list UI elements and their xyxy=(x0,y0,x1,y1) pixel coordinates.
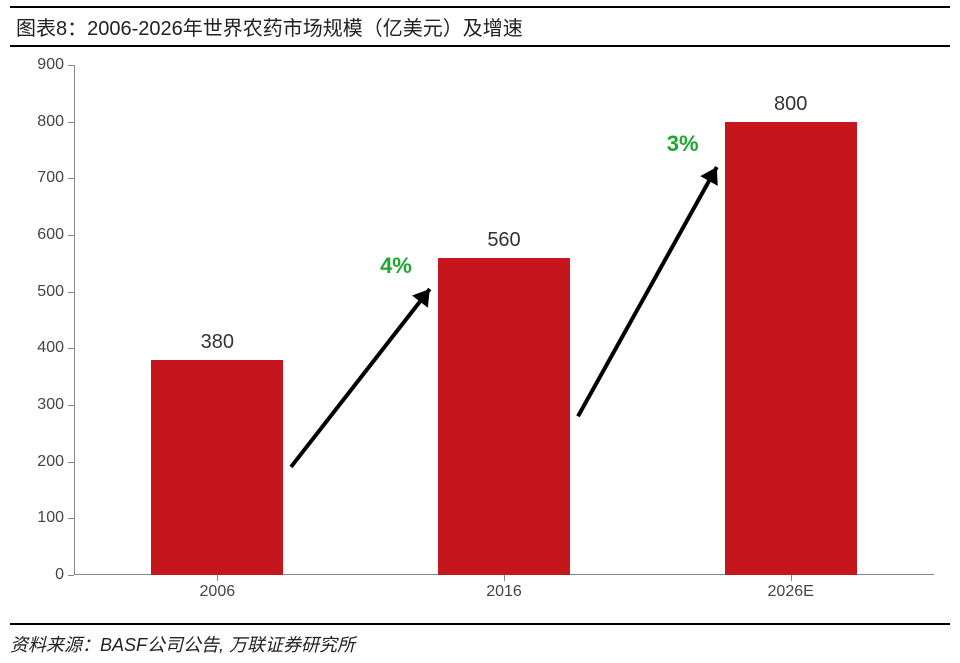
source-citation: 资料来源：BASF公司公告, 万联证券研究所 xyxy=(10,623,950,657)
y-tick-label: 100 xyxy=(37,509,74,527)
y-tick-label: 500 xyxy=(37,283,74,301)
figure-container: 图表8：2006-2026年世界农药市场规模（亿美元）及增速 0 100 200 30… xyxy=(0,0,960,663)
growth-rate-label: 3% xyxy=(667,131,699,157)
x-tick-label: 2016 xyxy=(486,575,522,601)
bar xyxy=(438,258,570,575)
y-tick-label: 800 xyxy=(37,113,74,131)
y-tick-label: 200 xyxy=(37,453,74,471)
bar xyxy=(725,122,857,575)
x-tick-label: 2026E xyxy=(768,575,814,601)
y-tick-label: 0 xyxy=(55,566,74,584)
growth-arrow xyxy=(279,277,442,479)
plot-region: 0100200300400500600700800900380200656020… xyxy=(74,65,934,575)
y-tick-label: 700 xyxy=(37,169,74,187)
bar-value-label: 800 xyxy=(774,93,807,122)
y-tick-label: 600 xyxy=(37,226,74,244)
bar-value-label: 380 xyxy=(201,331,234,360)
y-tick-label: 400 xyxy=(37,339,74,357)
y-tick-label: 900 xyxy=(37,56,74,74)
chart-area: 0 100 200 300 400 500 600 700 800 900 380 2006 560 20… xyxy=(14,55,944,615)
chart-title: 图表8：2006-2026年世界农药市场规模（亿美元）及增速 xyxy=(10,6,950,47)
x-tick-label: 2006 xyxy=(200,575,236,601)
growth-rate-label: 4% xyxy=(380,253,412,279)
bar-value-label: 560 xyxy=(487,229,520,258)
growth-arrow xyxy=(566,155,729,428)
y-tick-label: 300 xyxy=(37,396,74,414)
bar xyxy=(151,360,283,575)
y-axis xyxy=(74,65,75,575)
